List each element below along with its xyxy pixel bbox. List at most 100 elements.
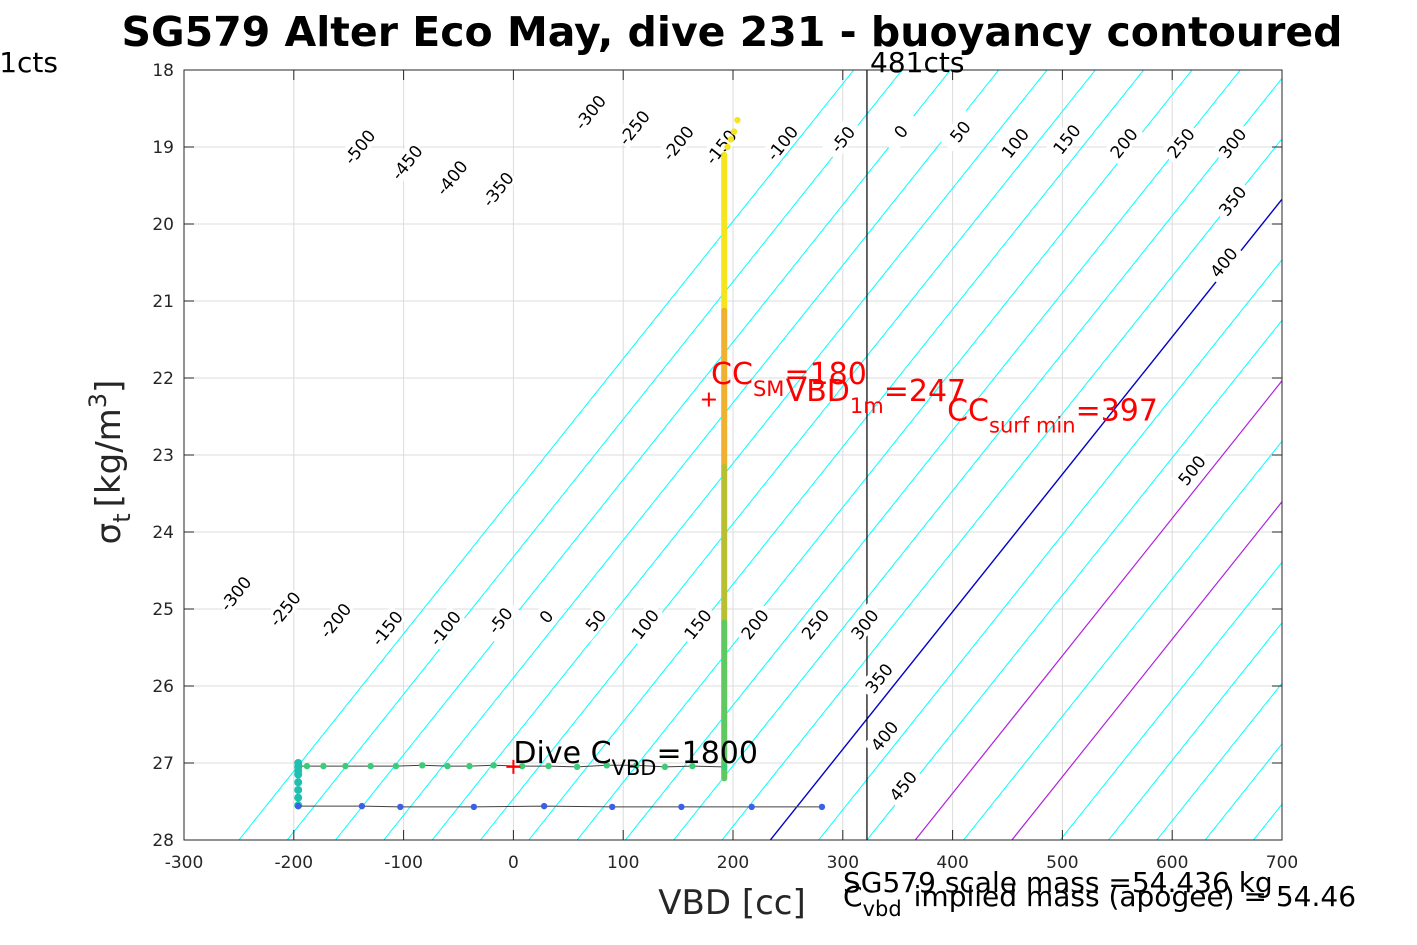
contour-label-bg [624,601,665,646]
buoyancy-contour [528,70,1145,840]
contour-label-bg [1102,120,1144,165]
contour-label-bg [476,166,518,211]
vbd-1m-annotation: VBD1m=247 [786,374,966,418]
contour-label-bg [761,120,802,165]
x-tick-label: -100 [384,853,423,873]
contour-label-bg [525,594,566,638]
data-point [342,762,349,770]
contour-label-bg [657,120,698,165]
chart-title: SG579 Alter Eco May, dive 231 - buoyancy… [121,8,1342,56]
buoyancy-contour [576,70,1193,840]
data-point [490,762,497,769]
x-tick-label: 200 [717,853,749,873]
buoyancy-contour [383,70,1000,840]
contour-label-bg [569,89,610,134]
buoyancy-contour [431,70,1048,840]
contour-label-bg [857,655,899,700]
axis-ticks: -300 -200 -100 0 100 200 300 400 500 600 700181920… [152,61,1298,873]
data-point [633,762,640,769]
data-point [661,763,669,771]
data-point [734,116,741,124]
x-tick-label: 600 [1156,853,1188,873]
data-point [689,762,696,770]
data-point [367,762,374,770]
contour-label-bg [733,601,775,646]
implied-mass-note: Cvbd implied mass (apogee) = 54.46 [843,880,1356,921]
data-point [609,803,616,811]
buoyancy-contour [818,258,1282,840]
data-point [358,802,366,810]
data-point [545,762,552,770]
y-tick-label: 28 [152,831,174,851]
buoyancy-contour [963,440,1282,840]
contour-label-bg [338,124,380,169]
buoyancy-contour [673,77,1282,840]
contour-label-bg [263,586,305,631]
cc-surf-min-annotation: CCsurf min=397 [947,393,1158,437]
data-point [730,128,738,135]
data-point [470,803,478,811]
y-tick-label: 26 [152,677,174,697]
contour-label-bg [613,105,654,149]
apogee-point [294,770,303,779]
contour-label-bg [879,109,921,153]
x-tick-label: -300 [165,853,204,873]
contour-label-bg [214,571,256,615]
contour-label-bg [385,139,427,184]
buoyancy-contour [286,70,903,840]
contour-label-bg [1202,240,1244,284]
buoyancy-contour [1108,621,1282,840]
limit-label-left: 1cts [0,46,58,79]
y-tick-label: 27 [152,754,174,774]
y-tick-label: 19 [152,138,174,158]
data-point [294,802,302,810]
buoyancy-contour [238,70,855,840]
x-tick-label: 300 [827,853,859,873]
x-axis-label: VBD [cc] [658,883,806,923]
data-point [727,136,735,143]
apogee-point [294,778,303,787]
buoyancy-contour [335,70,951,840]
contour-label-bg [939,109,980,153]
y-tick-label: 22 [152,369,174,389]
limit-label-right: 481cts [870,46,964,79]
data-point [397,803,404,811]
contour-labels: -500 -450 -400 -350-300 -250 -200 -150 -100 -50 0… [214,89,1253,808]
x-tick-label: 400 [936,853,968,873]
scale-mass-note: SG579 scale mass =54.436 kg [843,866,1273,899]
contour-label-bg [479,598,520,642]
contour-label-bg [1170,447,1212,492]
contour-label-bg [424,605,465,650]
buoyancy-contour [480,70,1096,840]
contour-label-bg [676,601,718,646]
contour-label-bg [1211,120,1253,165]
data-point [540,802,548,810]
buoyancy-contour [1156,682,1282,840]
data-point [748,803,755,811]
contour-label-bg [994,120,1035,165]
contour-label-group: 0 [525,594,566,638]
y-tick-label: 25 [152,600,174,620]
contour-label-bg [366,605,407,650]
x-tick-label: -200 [275,853,314,873]
data-point [724,143,731,151]
x-tick-label: 0 [508,853,519,873]
buoyancy-contour [1059,561,1282,840]
y-tick-label: 20 [152,215,174,235]
data-point [392,762,400,770]
data-point [518,762,526,770]
contour-lines [238,70,1417,840]
y-tick-label: 23 [152,446,174,466]
contour-label-bg [314,598,356,642]
contour-label-bg [699,124,741,169]
buoyancy-contour [1302,70,1417,840]
apogee-point [294,793,303,802]
contour-label-bg [1159,120,1201,165]
y-tick-label: 18 [152,61,174,81]
data-point [678,803,685,811]
data-point [466,762,473,770]
contour-label-bg [1045,116,1087,161]
y-tick-label: 21 [152,292,174,312]
contour-label-bg [882,763,923,808]
